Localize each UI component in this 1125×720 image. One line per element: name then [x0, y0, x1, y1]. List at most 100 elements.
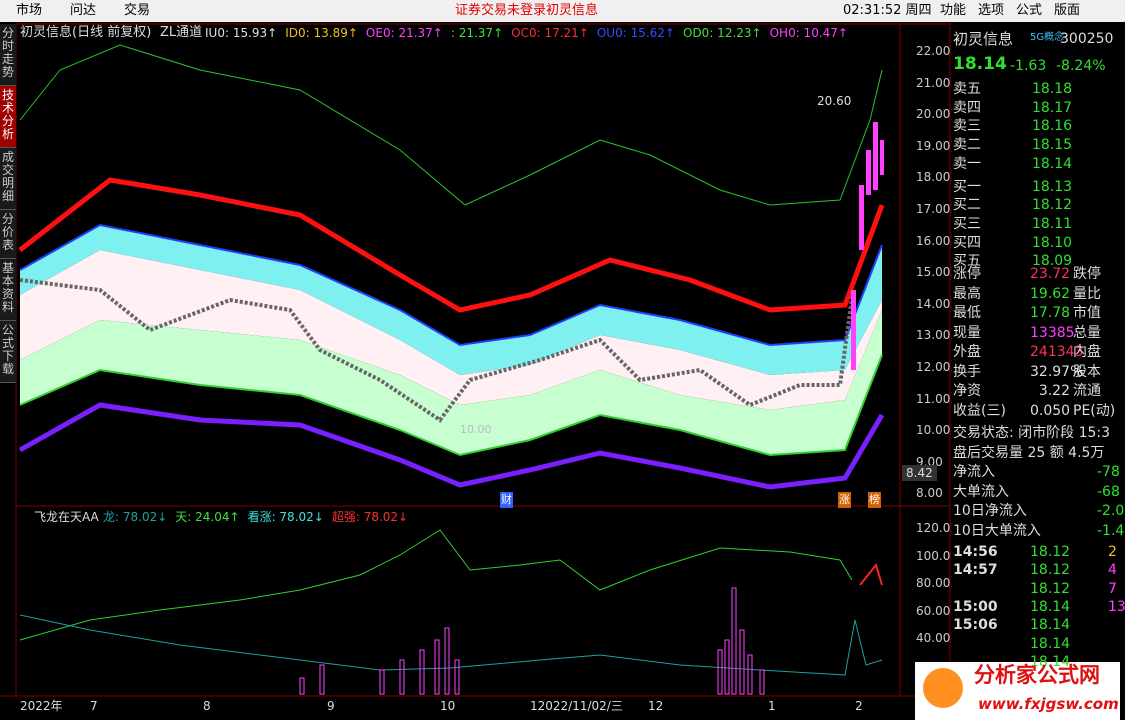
x-tick-label: 7: [90, 699, 98, 713]
event-marker: 涨: [838, 492, 851, 508]
flow-value: -2.0: [1097, 503, 1125, 519]
tick-price: 18.14: [1030, 598, 1071, 615]
stat-value: 0.050: [1030, 402, 1071, 419]
y-tick-label: 120.0: [916, 521, 951, 535]
status-line: 盘后交易量 25 额 4.5万: [953, 444, 1105, 461]
tick-time: 14:57: [953, 562, 998, 579]
top-line: [19, 44, 883, 206]
stat-label: 收益(三): [953, 402, 1006, 419]
stat-value: 23.72: [1030, 266, 1071, 282]
change: -1.63: [1010, 58, 1047, 74]
readout: OC0: 17.21↑: [511, 26, 589, 40]
order-price: 18.18: [1032, 81, 1073, 97]
current-price: 8.42: [902, 465, 937, 481]
chart-title: 初灵信息(日线 前复权): [20, 25, 152, 40]
x-tick-label: 12022/11/02/三: [530, 699, 623, 713]
readout: OU0: 15.62↑: [596, 26, 675, 40]
concept-tag: 5G概念: [1030, 32, 1065, 43]
stat-value: 32.97%: [1030, 363, 1084, 380]
tick-volume: 7: [1108, 580, 1117, 597]
stock-name: 初灵信息: [953, 30, 1014, 48]
x-tick-label: 1: [768, 699, 776, 713]
x-tick-label: 2: [855, 699, 863, 713]
order-label: 卖一: [953, 155, 981, 172]
event-marker: 财: [500, 492, 513, 508]
stat-label: 最低: [953, 305, 981, 321]
y-tick-label: 14.00: [916, 296, 951, 311]
change-pct: -8.24%: [1056, 58, 1106, 74]
y-tick-label: 18.00: [916, 170, 951, 185]
tick-time: 14:56: [953, 544, 998, 560]
order-label: 卖三: [953, 118, 981, 135]
event-marker: 榜: [868, 492, 881, 508]
candle: [851, 290, 856, 370]
readout: OD0: 12.23↑: [683, 26, 762, 40]
notice: 证券交易未登录: [455, 3, 547, 18]
green-band: [20, 310, 882, 455]
indicator-name: 飞龙在天AA: [34, 510, 99, 524]
y-tick-label: 17.00: [916, 202, 951, 216]
order-price: 18.10: [1032, 234, 1073, 251]
y-tick-label: 20.00: [916, 107, 951, 122]
y-tick-label: 16.00: [916, 233, 951, 248]
readout: OE0: 21.37↑: [365, 26, 443, 40]
y-tick-label: 11.00: [916, 391, 951, 406]
stat-value: 19.62: [1030, 285, 1071, 302]
readout: 龙: 78.02↓: [103, 510, 168, 524]
candle: [873, 122, 878, 190]
y-tick-label: 100.0: [916, 548, 951, 563]
y-tick-label: 12.00: [916, 360, 951, 374]
order-label: 卖五: [953, 81, 981, 97]
order-label: 卖四: [953, 99, 981, 116]
side-tab[interactable]: 基本资料: [0, 259, 16, 321]
side-tab[interactable]: 技术分析: [0, 86, 16, 148]
stock-code: 300250: [1060, 31, 1114, 47]
flow-value: -68: [1097, 483, 1120, 500]
order-price: 18.17: [1032, 99, 1073, 116]
readout: ID0: 13.89↑: [285, 26, 358, 40]
order-price: 18.09: [1032, 253, 1073, 270]
side-tab[interactable]: 成交明细: [0, 148, 16, 210]
indicator-name: ZL通道: [160, 25, 203, 40]
y-tick-label: 80.00: [916, 576, 951, 590]
x-tick-label: 8: [203, 699, 211, 713]
candle: [859, 185, 864, 250]
tick-time: 15:06: [953, 617, 998, 634]
status-line: 交易状态: 闭市阶段 15:3: [953, 425, 1111, 441]
flow-label: 大单流入: [953, 483, 1009, 500]
side-tab[interactable]: 分价表: [0, 210, 16, 259]
x-tick-label: 9: [327, 699, 335, 713]
tick-volume: 4: [1108, 562, 1117, 579]
tick-price: 18.14: [1030, 635, 1071, 652]
candles: [19, 278, 855, 423]
y-tick-label: 19.00: [916, 138, 951, 153]
order-price: 18.12: [1032, 197, 1073, 214]
order-label: 买五: [953, 253, 981, 270]
side-tab[interactable]: 分时走势: [0, 24, 16, 86]
menu-item: 交易: [124, 3, 151, 18]
side-tab[interactable]: 公式下载: [0, 321, 16, 383]
readout: 看涨: 78.02↓: [247, 510, 324, 524]
green-line: [19, 354, 883, 457]
clock: 02:31:52 周四: [843, 3, 932, 18]
annotation: 10.00: [460, 423, 492, 436]
readout: : 21.37↑: [450, 26, 504, 40]
tick-price: 18.12: [1030, 580, 1071, 597]
stat-value: 3.22: [1038, 383, 1070, 399]
flow-label: 10日净流入: [953, 503, 1027, 519]
volume-bars: [299, 587, 765, 695]
purple-line: [18, 402, 885, 490]
stat-value: 241343: [1030, 344, 1084, 360]
red-line: [18, 177, 885, 313]
x-tick-label: 10: [440, 699, 456, 713]
stat-value: 17.78: [1030, 305, 1071, 321]
menu-item: 版面: [1054, 3, 1081, 18]
readout: 超强: 78.02↓: [331, 510, 409, 524]
stat-label: 流通: [1073, 383, 1101, 399]
order-price: 18.11: [1032, 215, 1073, 232]
tick-volume: 2: [1108, 544, 1117, 560]
order-label: 买二: [953, 197, 981, 214]
stat-label: 涨停: [953, 266, 981, 282]
